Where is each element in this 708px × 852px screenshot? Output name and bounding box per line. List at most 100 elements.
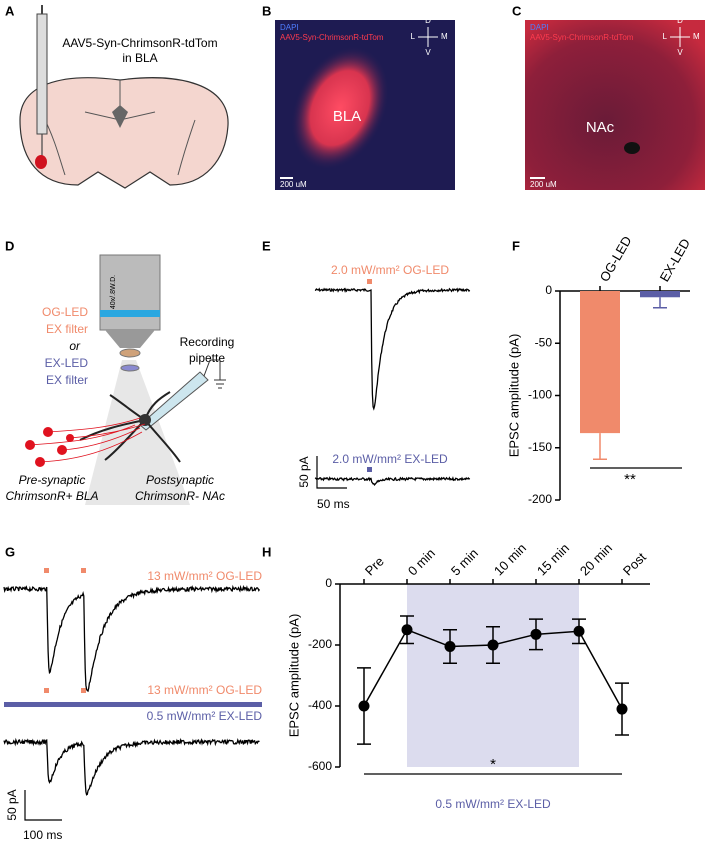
- og-led: OG-LED: [42, 305, 88, 319]
- region: NAc: [586, 119, 615, 136]
- point: [573, 625, 585, 637]
- ex-light-bar: [4, 702, 262, 707]
- bar: [640, 291, 680, 298]
- pipette-label: pipette: [189, 351, 225, 365]
- image: [525, 20, 705, 190]
- shaded-span: [407, 584, 579, 767]
- panel-label: C: [512, 3, 522, 18]
- compass-label: L: [663, 32, 668, 41]
- x-tick-label: Pre: [362, 554, 387, 579]
- panel-a: AAV5-Syn-ChrimsonR-tdTom in BLA: [19, 5, 229, 189]
- scale-label: 200 uM: [280, 180, 307, 189]
- axons: [29, 417, 146, 463]
- trace: [3, 584, 261, 693]
- stain: AAV5-Syn-ChrimsonR-tdTom: [530, 33, 634, 42]
- point: [358, 700, 370, 712]
- panel-d: 40x/.8W.D. OG-LED EX filter or EX-LED EX…: [5, 254, 235, 505]
- y-axis-label: EPSC amplitude (pA): [506, 334, 521, 458]
- pre-label: ChrimsonR+ BLA: [5, 489, 98, 503]
- point: [530, 628, 542, 640]
- y-axis-label: EPSC amplitude (pA): [286, 614, 301, 738]
- panel-label: A: [5, 3, 15, 18]
- panel-c: DAPI AAV5-Syn-ChrimsonR-tdTom NAc 200 uM…: [525, 16, 705, 190]
- y-tick-label: -50: [535, 335, 553, 349]
- ex-filter: EX filter: [46, 373, 88, 387]
- site-label: in BLA: [122, 51, 157, 65]
- significance: *: [490, 756, 496, 773]
- ex-led: EX-LED: [45, 356, 89, 370]
- neuron: [79, 391, 181, 463]
- significance: **: [624, 471, 636, 488]
- brain-outline: [19, 77, 229, 189]
- panel-b: DAPI AAV5-Syn-ChrimsonR-tdTom BLA 200 uM…: [275, 16, 455, 190]
- ventricle: [624, 142, 640, 154]
- panel-label: H: [262, 544, 271, 559]
- panel-g: 13 mW/mm² OG-LED 13 mW/mm² OG-LED 0.5 mW…: [3, 568, 262, 842]
- compass-label: M: [441, 32, 448, 41]
- trace: [314, 476, 471, 487]
- chart: 0.5 mW/mm² EX-LED 0 -200 -400 -600 EPSC ampli…: [286, 540, 650, 811]
- scale-x: 50 ms: [317, 497, 350, 511]
- stim-marker: [44, 688, 49, 693]
- pre-label: Pre-synaptic: [19, 473, 86, 487]
- error-bar: [593, 433, 607, 460]
- post-label: ChrimsonR- NAc: [135, 489, 225, 503]
- scale-bar: [24, 790, 62, 821]
- compass: [670, 27, 690, 47]
- og-label: 13 mW/mm² OG-LED: [147, 569, 262, 583]
- virus-label: AAV5-Syn-ChrimsonR-tdTom: [62, 36, 217, 50]
- stim-marker: [44, 568, 49, 573]
- stain: AAV5-Syn-ChrimsonR-tdTom: [280, 33, 384, 42]
- panel-label: B: [262, 3, 271, 18]
- ventricle: [112, 105, 128, 128]
- y-tick-label: -100: [528, 388, 552, 402]
- injection: [35, 155, 47, 169]
- lens: [120, 364, 140, 372]
- stim-marker: [367, 467, 372, 472]
- panel-label: D: [5, 238, 14, 253]
- compass: [418, 27, 438, 47]
- stim-marker: [81, 568, 86, 573]
- post-label: Postsynaptic: [146, 473, 214, 487]
- x-tick-label: 0 min: [405, 545, 438, 578]
- y-tick-label: -600: [308, 759, 332, 773]
- light-cone: [85, 360, 190, 505]
- stim-marker: [81, 688, 86, 693]
- pipette-label: Recording: [180, 335, 235, 349]
- ground: [203, 359, 226, 389]
- compass-label: M: [693, 32, 700, 41]
- stain: DAPI: [530, 23, 549, 32]
- og-filter: EX filter: [46, 322, 88, 336]
- x-tick-label: Post: [620, 549, 649, 578]
- compass-label: L: [411, 32, 416, 41]
- syringe: [36, 13, 48, 135]
- panel-e: 2.0 mW/mm² OG-LED 2.0 mW/mm² EX-LED 50 p…: [297, 263, 471, 511]
- point: [401, 624, 413, 636]
- scale-label: 200 uM: [530, 180, 557, 189]
- trace: [314, 287, 471, 411]
- compass-label: D: [425, 16, 431, 25]
- og-label: 13 mW/mm² OG-LED: [147, 683, 262, 697]
- neuron-soma: [139, 414, 151, 426]
- stain: DAPI: [280, 23, 299, 32]
- point: [487, 639, 499, 651]
- y-tick-label: -400: [308, 698, 332, 712]
- x-tick-label: EX-LED: [657, 236, 693, 284]
- objective-band: [100, 310, 160, 317]
- error-bar: [653, 297, 667, 309]
- y-tick-label: -150: [528, 440, 552, 454]
- compass-label: D: [677, 16, 683, 25]
- scale-y: 50 pA: [297, 456, 311, 487]
- x-tick-label: 5 min: [448, 545, 481, 578]
- compass-label: V: [425, 48, 431, 57]
- span-label: 0.5 mW/mm² EX-LED: [435, 797, 551, 811]
- scale-y: 50 pA: [5, 789, 19, 820]
- panel-label: E: [262, 238, 271, 253]
- region: BLA: [333, 108, 361, 125]
- x-tick-label: OG-LED: [597, 234, 635, 285]
- x-tick-label: 10 min: [491, 540, 529, 578]
- expression: [290, 46, 390, 170]
- point: [616, 703, 628, 715]
- ex-label: 2.0 mW/mm² EX-LED: [332, 452, 448, 466]
